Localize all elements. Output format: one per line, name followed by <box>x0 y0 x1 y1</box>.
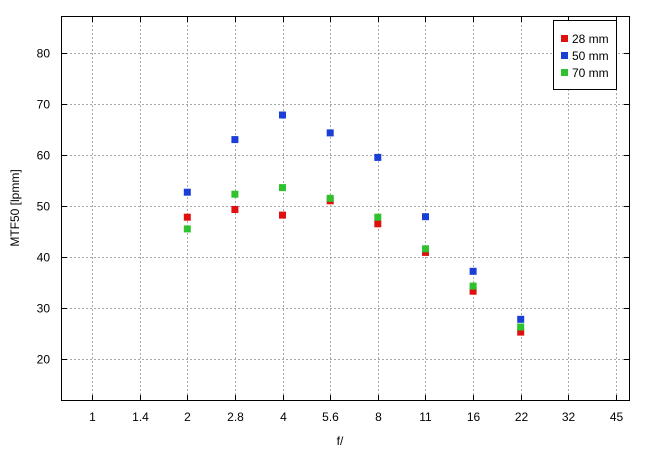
data-point <box>183 213 191 221</box>
x-tick-label: 5.6 <box>322 410 339 424</box>
y-axis-title: MTF50 [lpmm] <box>8 169 22 246</box>
data-point <box>231 190 239 198</box>
x-tick-label: 1.4 <box>132 410 149 424</box>
legend: 28 mm 50 mm 70 mm <box>553 20 617 90</box>
y-tick-label: 80 <box>37 47 51 61</box>
plot-frame <box>61 16 630 401</box>
data-point <box>231 206 239 213</box>
legend-swatch <box>561 35 568 42</box>
data-point <box>469 267 477 275</box>
series-70-mm <box>183 184 525 331</box>
y-tick-label: 50 <box>37 200 51 214</box>
x-tick-label: 2.8 <box>227 410 244 424</box>
data-point <box>374 213 382 221</box>
data-points <box>183 111 525 336</box>
data-point <box>326 194 334 202</box>
x-tick-label: 8 <box>375 410 382 424</box>
data-point <box>517 328 525 336</box>
y-tick-label: 60 <box>37 149 51 163</box>
data-point <box>279 211 286 219</box>
x-tick-label: 32 <box>562 410 576 424</box>
data-point <box>469 287 477 295</box>
x-tick-label: 1 <box>89 410 96 424</box>
y-tick-labels: 20 30 40 50 60 70 80 <box>37 47 51 367</box>
x-tick-label: 4 <box>280 410 287 424</box>
grid <box>62 17 629 400</box>
data-point <box>183 225 191 233</box>
data-point <box>183 188 191 196</box>
x-tick-label: 22 <box>515 410 529 424</box>
legend-label: 70 mm <box>572 66 609 80</box>
data-point <box>279 111 286 119</box>
y-tick-label: 70 <box>37 98 51 112</box>
x-tick-label: 2 <box>184 410 191 424</box>
axis-ticks <box>62 17 629 400</box>
data-point <box>279 184 286 192</box>
data-point <box>422 245 429 253</box>
data-point <box>469 282 477 290</box>
x-tick-labels: 1 1.4 2 2.8 4 5.6 8 11 16 22 32 45 <box>89 410 623 424</box>
series-50-mm <box>183 111 525 323</box>
legend-swatch <box>561 52 568 59</box>
x-axis-title: f/ <box>337 434 344 448</box>
data-point <box>326 129 334 137</box>
data-point <box>231 136 239 144</box>
y-tick-label: 30 <box>37 302 51 316</box>
y-tick-label: 20 <box>37 353 51 367</box>
data-point <box>517 323 525 331</box>
legend-swatch <box>561 69 568 76</box>
data-point <box>422 213 429 221</box>
data-point <box>422 248 429 256</box>
y-tick-label: 40 <box>37 251 51 265</box>
data-point <box>374 220 382 228</box>
x-tick-label: 16 <box>467 410 481 424</box>
x-tick-label: 45 <box>610 410 624 424</box>
legend-label: 50 mm <box>572 49 609 63</box>
data-point <box>374 153 382 161</box>
x-tick-label: 11 <box>419 410 432 424</box>
data-point <box>517 315 525 323</box>
legend-label: 28 mm <box>572 32 609 46</box>
